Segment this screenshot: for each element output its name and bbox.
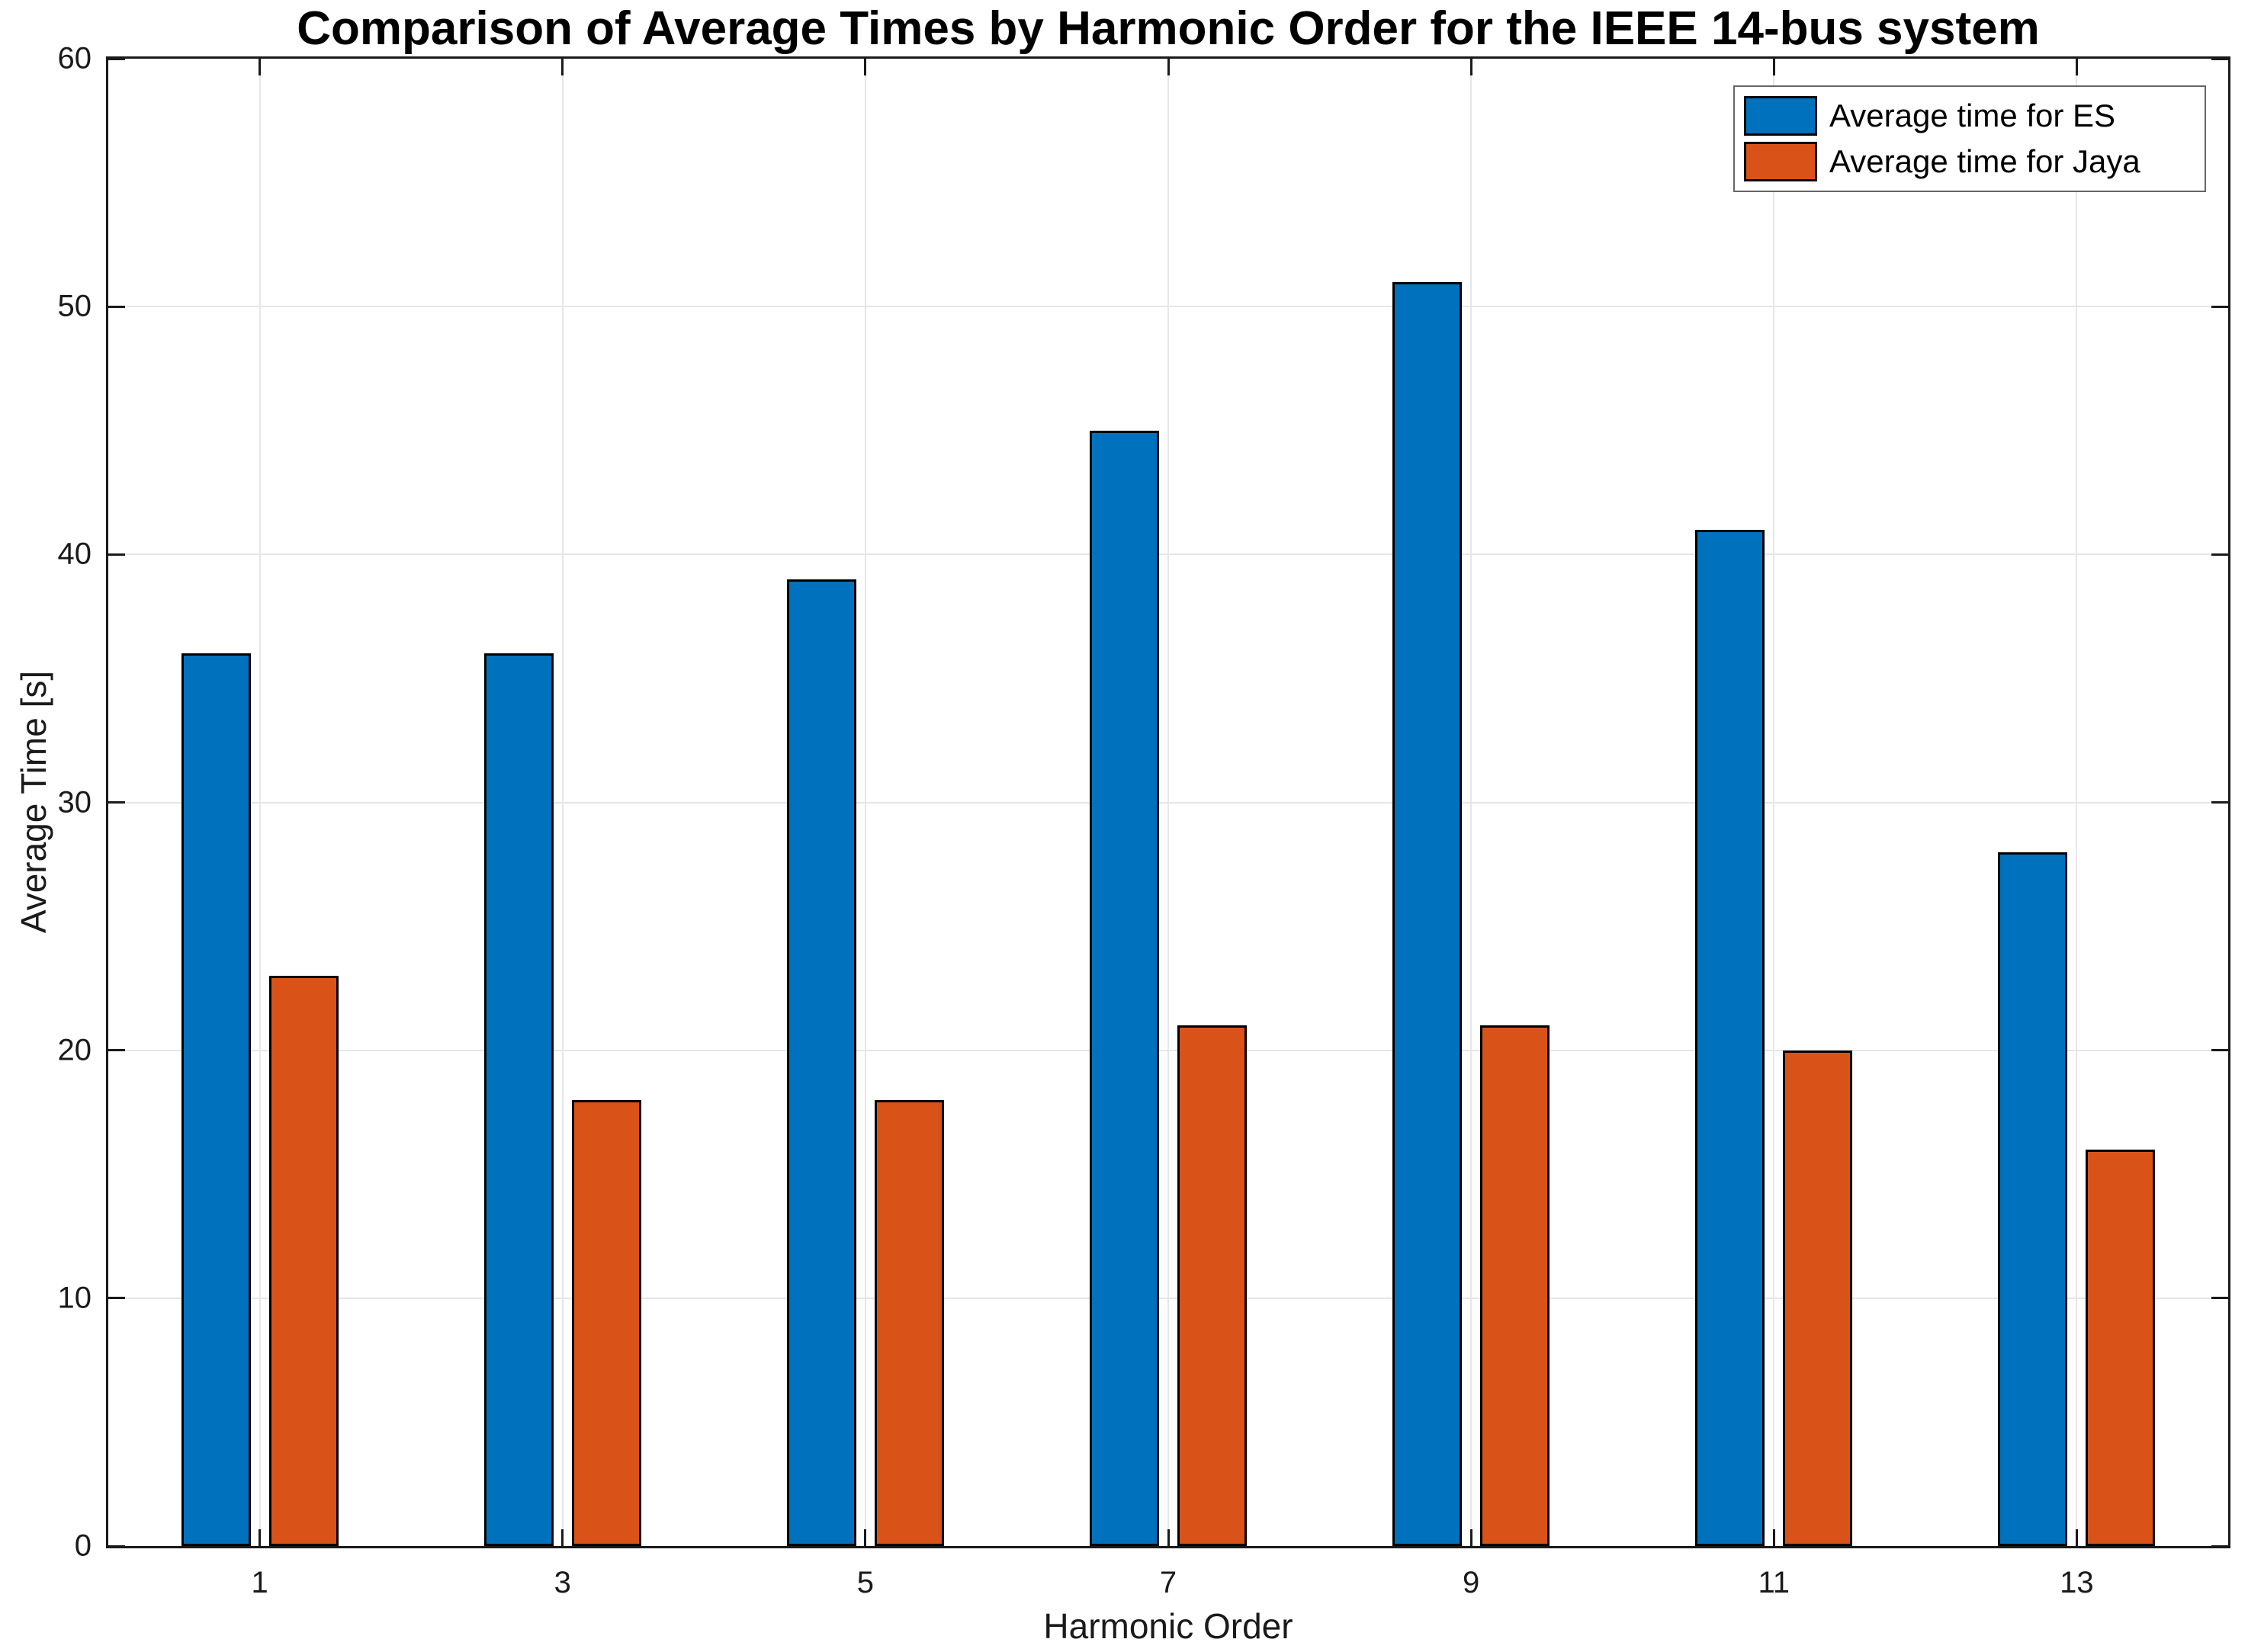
bar-series0-x9 [1392, 281, 1463, 1546]
x-gridline [864, 59, 866, 1546]
bar-series1-x11 [1783, 1050, 1853, 1546]
y-axis-label: Average Time [s] [14, 670, 53, 934]
legend-label-0: Average time for ES [1829, 98, 2116, 133]
y-tick-left [108, 1049, 125, 1052]
x-tick-label: 7 [1159, 1566, 1177, 1599]
x-tick-bottom [1167, 1529, 1170, 1546]
bar-series1-x13 [2086, 1149, 2156, 1546]
bar-series0-x1 [181, 653, 251, 1546]
bar-series0-x5 [786, 579, 856, 1546]
x-tick-bottom [259, 1529, 262, 1546]
x-tick-top [1167, 59, 1170, 75]
bar-series1-x5 [874, 1099, 944, 1546]
x-gridline [2076, 59, 2078, 1546]
y-tick-right [2211, 305, 2228, 308]
x-tick-top [1469, 59, 1472, 75]
bar-series1-x1 [268, 976, 339, 1546]
x-tick-top [561, 59, 564, 75]
legend-entry-1: Average time for Jaya [1744, 142, 2205, 181]
bar-series1-x3 [571, 1099, 641, 1546]
x-tick-label: 1 [251, 1566, 268, 1599]
bar-series1-x7 [1177, 1025, 1247, 1546]
x-tick-top [259, 59, 262, 75]
y-tick-label: 50 [57, 289, 92, 323]
plot-area: 0 10 20 30 40 50 60 1 3 5 7 9 11 13 [58, 42, 2230, 1599]
bar-series0-x13 [1998, 852, 2068, 1546]
bar-series0-x7 [1090, 430, 1159, 1546]
y-tick-left [108, 305, 125, 308]
legend-entry-0: Average time for ES [1744, 96, 2205, 136]
chart-title: Comparison of Average Times by Harmonic … [297, 2, 2040, 55]
y-tick-left [108, 1545, 125, 1548]
y-tick-right [2211, 57, 2228, 60]
x-axis-label: Harmonic Order [1043, 1606, 1293, 1646]
legend-swatch-0 [1744, 96, 1817, 136]
legend: Average time for ES Average time for Jaya [1733, 85, 2206, 192]
x-tick-top [1772, 59, 1775, 75]
y-tick-label: 60 [57, 41, 92, 75]
y-tick-right [2211, 801, 2228, 804]
x-tick-bottom [2075, 1529, 2078, 1546]
x-tick-bottom [1772, 1529, 1775, 1546]
y-tick-right [2211, 1049, 2228, 1052]
x-gridline [1773, 59, 1775, 1546]
x-tick-bottom [1469, 1529, 1472, 1546]
x-tick-bottom [864, 1529, 867, 1546]
x-gridline [561, 59, 564, 1546]
y-tick-left [108, 801, 125, 804]
y-tick-left [108, 1297, 125, 1300]
y-tick-right [2211, 1297, 2228, 1300]
x-gridline [259, 59, 261, 1546]
x-tick-label: 9 [1463, 1566, 1480, 1599]
y-tick-label: 10 [57, 1281, 92, 1315]
x-tick-top [2075, 59, 2078, 75]
x-tick-label: 11 [1758, 1566, 1790, 1599]
legend-label-1: Average time for Jaya [1829, 143, 2140, 179]
y-tick-label: 40 [57, 537, 92, 571]
y-tick-left [108, 553, 125, 556]
x-tick-label: 13 [2060, 1566, 2094, 1599]
y-tick-right [2211, 1545, 2228, 1548]
bar-series1-x9 [1480, 1025, 1550, 1546]
x-tick-bottom [561, 1529, 564, 1546]
y-tick-label: 20 [57, 1033, 92, 1067]
x-gridline [1470, 59, 1472, 1546]
x-gridline [1167, 59, 1169, 1546]
x-tick-label: 5 [856, 1566, 874, 1599]
x-tick-label: 3 [554, 1566, 571, 1599]
bar-series0-x3 [483, 653, 554, 1546]
y-tick-label: 30 [57, 785, 92, 819]
bar-series0-x11 [1695, 529, 1765, 1546]
y-tick-right [2211, 553, 2228, 556]
y-tick-left [108, 57, 125, 60]
legend-swatch-1 [1744, 142, 1817, 181]
y-tick-label: 0 [74, 1529, 92, 1563]
x-tick-top [864, 59, 867, 75]
